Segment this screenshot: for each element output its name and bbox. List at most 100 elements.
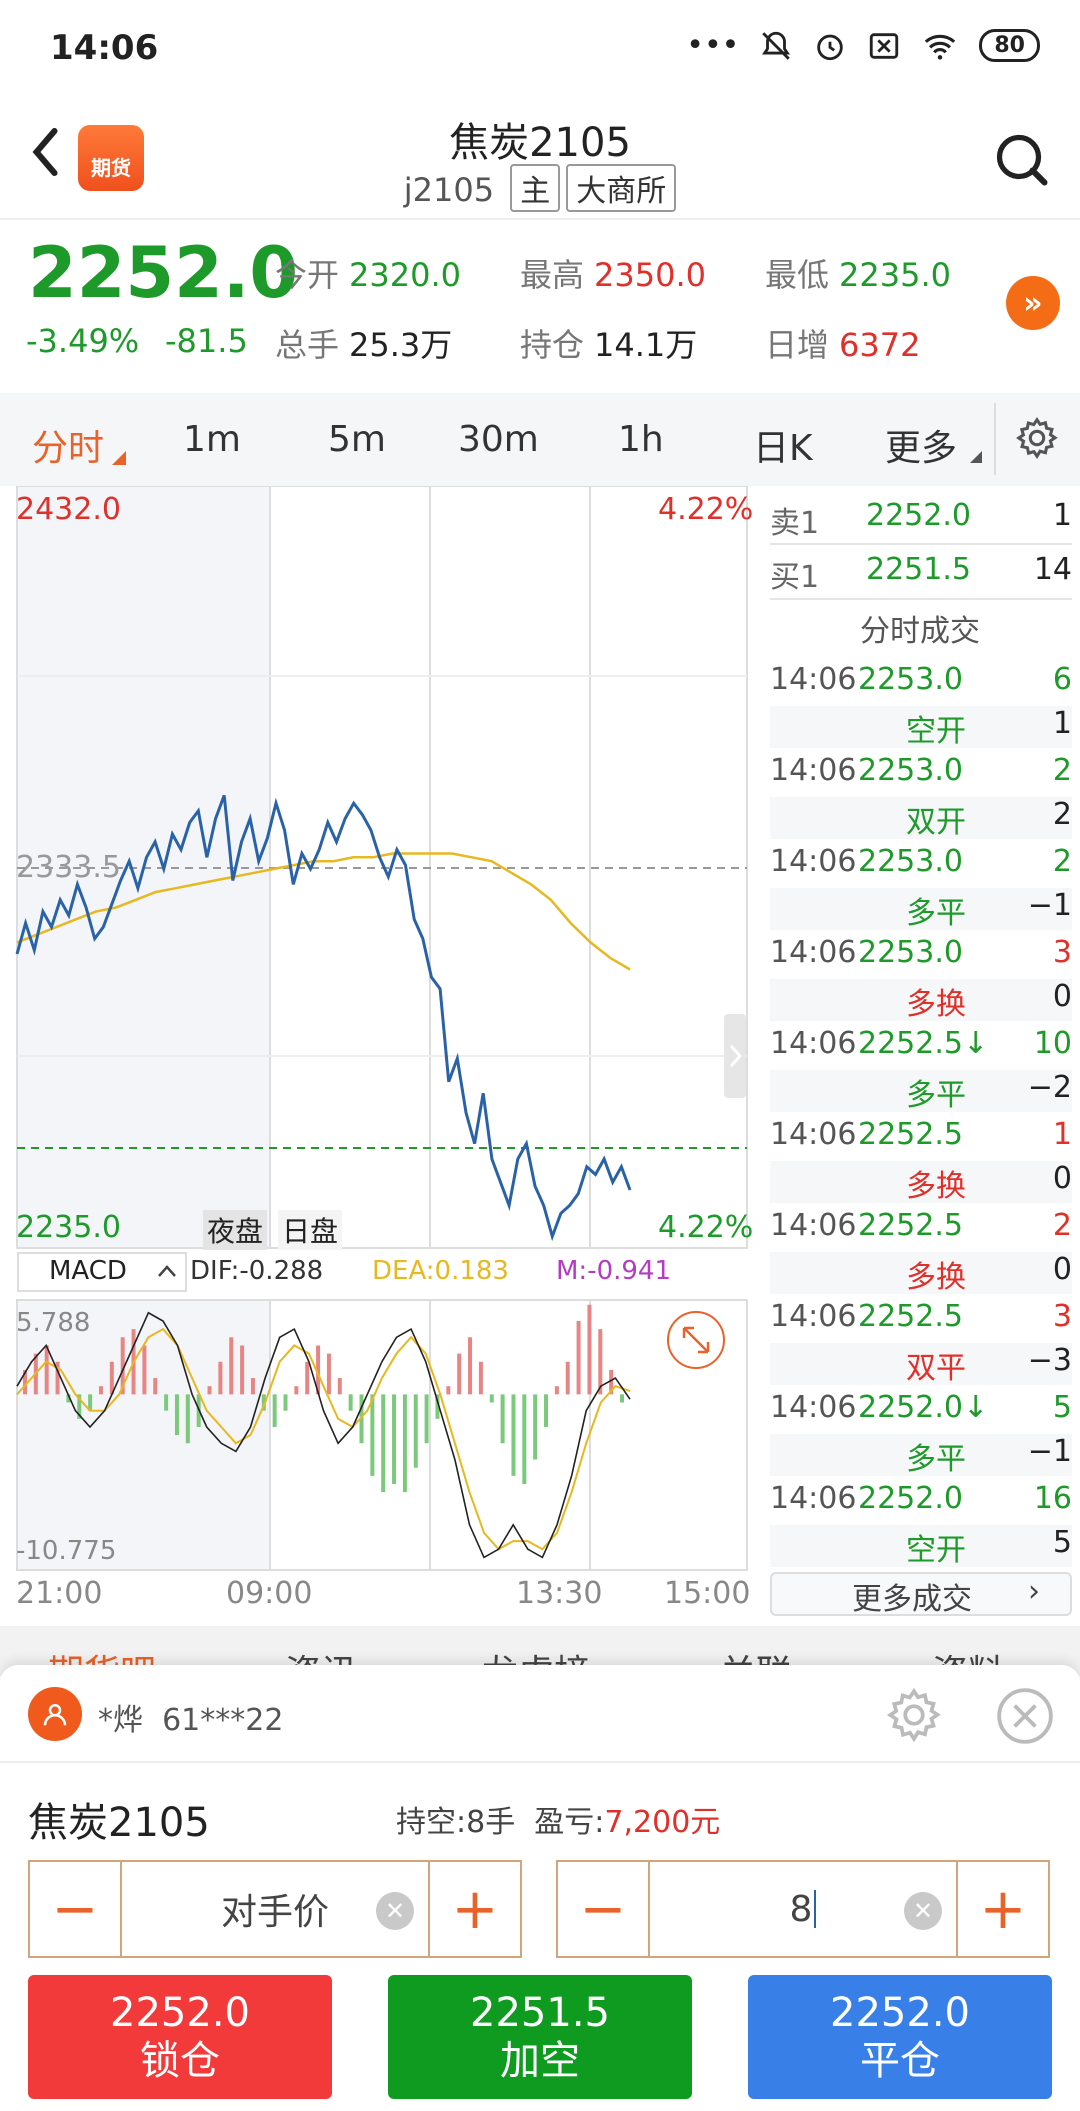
more-trades-button[interactable]: 更多成交 › (770, 1572, 1072, 1617)
tick-change: 2 (1052, 797, 1072, 832)
open-value: 2320.0 (349, 256, 461, 294)
tab-1h[interactable]: 1h (618, 419, 664, 460)
macd-selector[interactable]: MACD (17, 1252, 187, 1292)
sim-off-icon (870, 32, 899, 59)
expand-arrow-icon[interactable]: » (1006, 276, 1060, 330)
price-low-label: 2235.0 (16, 1210, 121, 1245)
oi-value: 14.1万 (594, 326, 698, 364)
low-label: 最低 (765, 256, 830, 294)
tick-type-row: 多换 0 (770, 1161, 1072, 1204)
tick-time: 14:06 (770, 844, 857, 879)
tick-volume: 1 (1052, 1117, 1072, 1152)
close-position-button[interactable]: 2252.0 平仓 (748, 1975, 1052, 2099)
oi-item: 持仓 14.1万 (520, 320, 697, 366)
side-handle[interactable] (724, 1014, 746, 1098)
dea-line (16, 1327, 631, 1551)
search-icon[interactable] (992, 130, 1052, 190)
contract-subtitle: j2105 主大商所 (0, 164, 1080, 212)
tab-dropdown-icon (112, 451, 126, 465)
oi-change-label: 日增 (765, 326, 830, 364)
qty-increase-button[interactable]: + (979, 1876, 1027, 1942)
tick-type: 双平 (906, 1351, 966, 1386)
timeshare-chart[interactable]: 2432.0 4.22% 2333.5 2235.0 4.22% 夜盘 日盘 M… (0, 486, 754, 1626)
x-label-0900: 09:00 (226, 1576, 313, 1611)
price-decrease-button[interactable]: − (51, 1876, 99, 1942)
bid-label: 买1 (770, 560, 820, 595)
tab-5m[interactable]: 5m (328, 419, 386, 460)
contract-code: j2105 (403, 171, 495, 209)
chevron-right-icon: › (1028, 1574, 1040, 1609)
price-line (15, 794, 632, 1242)
tick-type-row: 多换 0 (770, 1252, 1072, 1295)
x-label-1500: 15:00 (664, 1576, 751, 1611)
add-short-button[interactable]: 2251.5 加空 (388, 1975, 692, 2099)
tick-type-row: 双平 −3 (770, 1343, 1072, 1386)
price-mode-field[interactable]: 对手价 ✕ (120, 1862, 430, 1956)
back-arrow-icon[interactable] (22, 122, 72, 182)
macd-label: MACD (49, 1256, 127, 1286)
qty-input[interactable]: 8 ✕ (648, 1862, 958, 1956)
tick-volume: 10 (1033, 1026, 1072, 1061)
tab-fenshi[interactable]: 分时 (32, 428, 105, 469)
ask-volume: 1 (1052, 498, 1072, 533)
tick-time: 14:06 (770, 935, 857, 970)
high-value: 2350.0 (594, 256, 706, 294)
status-time: 14:06 (50, 28, 159, 68)
m-value: M:-0.941 (556, 1256, 672, 1286)
tick-volume: 16 (1033, 1481, 1072, 1516)
qty-stepper: − 8 ✕ + (556, 1860, 1050, 1958)
settings-gear-icon[interactable] (1014, 415, 1060, 461)
panel-settings-icon[interactable] (884, 1685, 944, 1745)
close-panel-icon[interactable] (994, 1685, 1056, 1747)
tick-price: 2252.5 (858, 1117, 963, 1152)
futures-logo[interactable]: 期货 (78, 125, 144, 191)
qty-clear-icon[interactable]: ✕ (904, 1892, 942, 1930)
tab-30m[interactable]: 30m (458, 419, 539, 460)
pct-low-label: 4.22% (658, 1210, 754, 1245)
position-label: 持空:8手 (396, 1805, 516, 1840)
tick-price: 2253.0 (858, 753, 963, 788)
tick-type-row: 空开 5 (770, 1525, 1072, 1568)
lock-price: 2252.0 (110, 1990, 250, 2036)
tab-more[interactable]: 更多 (885, 428, 958, 469)
chevron-up-icon (158, 1265, 176, 1277)
dea-value: DEA:0.183 (372, 1256, 509, 1286)
oi-label: 持仓 (520, 326, 585, 364)
tick-change: −1 (1027, 1434, 1072, 1469)
tick-time: 14:06 (770, 662, 857, 697)
user-icon (43, 1704, 67, 1726)
tab-1m[interactable]: 1m (183, 419, 241, 460)
oi-change-value: 6372 (839, 326, 921, 364)
ob-divider (770, 543, 1072, 545)
price-high-label: 2432.0 (16, 492, 121, 527)
tick-change: −2 (1027, 1070, 1072, 1105)
tick-time: 14:06 (770, 1117, 857, 1152)
more-dropdown-icon (970, 451, 982, 463)
price-clear-icon[interactable]: ✕ (376, 1892, 414, 1930)
tab-daily-k[interactable]: 日K (753, 428, 813, 469)
dif-value: DIF:-0.288 (190, 1256, 324, 1286)
open-label: 今开 (275, 256, 340, 294)
macd-border (16, 1299, 748, 1571)
tick-time: 14:06 (770, 1299, 857, 1334)
price-increase-button[interactable]: + (451, 1876, 499, 1942)
close-price: 2252.0 (830, 1990, 970, 2036)
low-item: 最低 2235.0 (765, 250, 951, 296)
header: 期货 焦炭2105 j2105 主大商所 (0, 100, 1080, 220)
tick-type: 多平 (906, 1078, 966, 1113)
tick-type-row: 双开 2 (770, 797, 1072, 840)
chart-canvas[interactable] (0, 486, 750, 1626)
pct-high-label: 4.22% (658, 492, 754, 527)
qty-decrease-button[interactable]: − (579, 1876, 627, 1942)
tick-price: 2253.0 (858, 844, 963, 879)
tick-change: 0 (1052, 1161, 1072, 1196)
lock-position-button[interactable]: 2252.0 锁仓 (28, 1975, 332, 2099)
change-pct: -3.49% (26, 322, 140, 360)
tick-type: 多换 (906, 1169, 966, 1204)
high-label: 最高 (520, 256, 585, 294)
trade-panel: *烨 61***22 焦炭2105 持空:8手 盈亏:7,200元 − 对手价 … (0, 1665, 1080, 2111)
lock-label: 锁仓 (140, 2038, 220, 2084)
qty-value: 8 (789, 1888, 813, 1930)
avatar[interactable] (28, 1687, 82, 1741)
ask-label: 卖1 (770, 506, 820, 541)
